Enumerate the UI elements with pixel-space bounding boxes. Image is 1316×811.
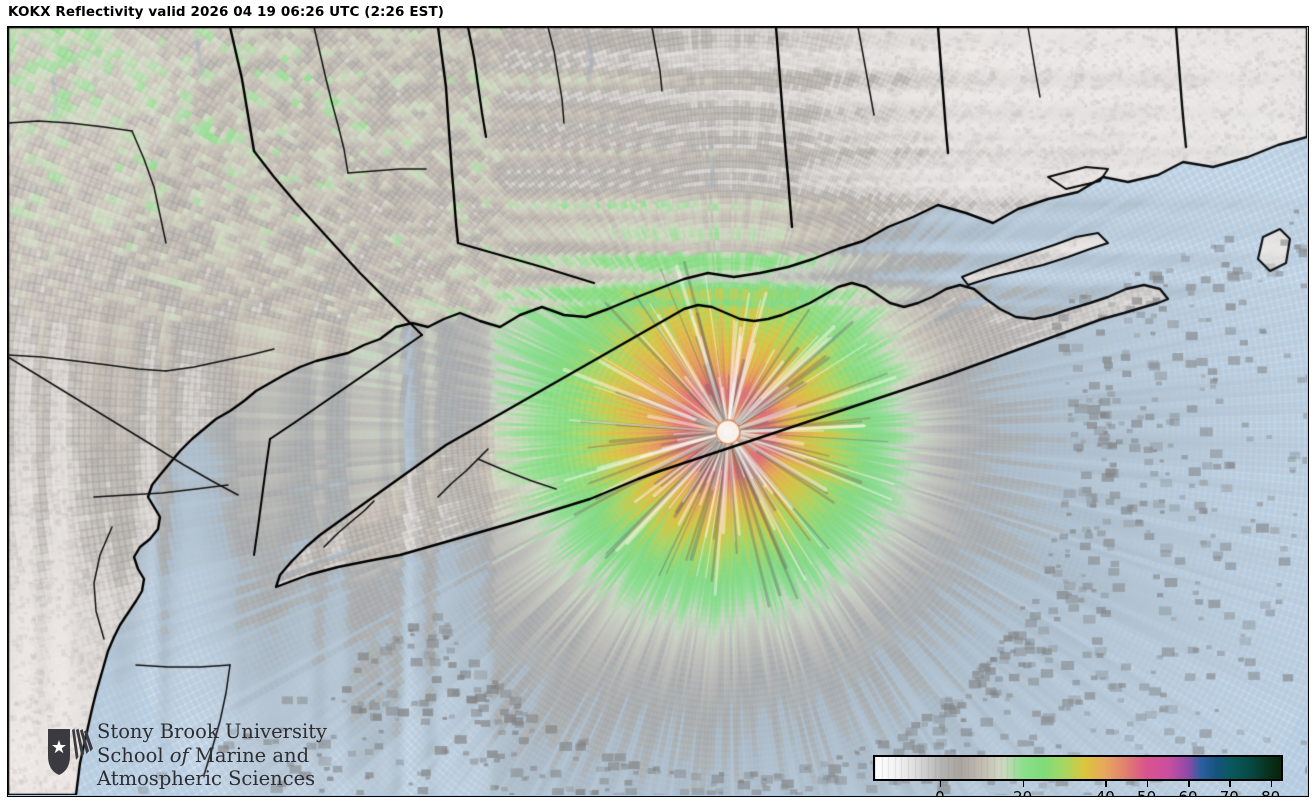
colorbar-tick-60	[1188, 781, 1190, 787]
colorbar-tick-label-70: 70	[1219, 788, 1239, 797]
colorbar-tick-80	[1270, 781, 1273, 787]
reflectivity-colorbar: 0 20 40 50 60 70 80	[873, 755, 1288, 797]
colorbar-tick-label-20: 20	[1013, 788, 1033, 797]
colorbar-tick-70	[1229, 781, 1231, 787]
colorbar-tick-label-50: 50	[1137, 788, 1157, 797]
colorbar-gradient-box	[873, 755, 1283, 781]
colorbar-tick-label-40: 40	[1095, 788, 1115, 797]
colorbar-tick-20	[1022, 781, 1025, 787]
colorbar-tick-label-80: 80	[1261, 788, 1281, 797]
colorbar-tick-0	[939, 781, 942, 787]
colorbar-tick-label-60: 60	[1178, 788, 1198, 797]
map-frame[interactable]: Stony Brook University School of Marine …	[7, 26, 1309, 797]
page-title: KOKX Reflectivity valid 2026 04 19 06:26…	[8, 4, 445, 20]
colorbar-gradient	[875, 757, 1281, 779]
title-bar: KOKX Reflectivity valid 2026 04 19 06:26…	[0, 0, 1316, 26]
colorbar-tick-50	[1146, 781, 1149, 787]
colorbar-tick-label-0: 0	[935, 788, 945, 797]
colorbar-tick-40	[1105, 781, 1107, 787]
radar-reflectivity-map[interactable]	[8, 27, 1307, 795]
